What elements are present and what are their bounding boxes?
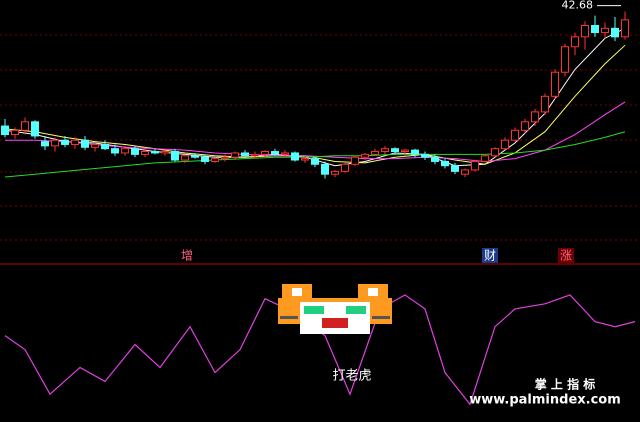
tiger-ear-inner	[292, 288, 302, 296]
watermark-title: 掌 上 指 标	[535, 377, 596, 392]
candle-body	[461, 169, 469, 175]
ma-line	[5, 101, 626, 162]
candle-body	[531, 111, 539, 123]
candle-body	[261, 151, 269, 155]
candle-body	[131, 148, 139, 155]
candle-body	[291, 152, 299, 161]
candle-body	[21, 121, 29, 131]
candle-body	[141, 151, 149, 155]
candle-body	[591, 24, 599, 34]
candle-body	[611, 27, 619, 38]
candle-body	[241, 152, 249, 157]
candle-body	[571, 36, 579, 48]
candle-body	[421, 153, 429, 158]
candle-body	[191, 155, 199, 158]
tiger-stripe	[280, 316, 298, 319]
candle-body	[121, 148, 129, 154]
ma-line	[4, 131, 626, 178]
candle-body	[11, 129, 19, 136]
tiger-icon	[278, 284, 392, 334]
candle-body	[551, 71, 559, 97]
candle-body	[541, 95, 549, 113]
candle-body	[441, 160, 449, 167]
candle-body	[501, 139, 509, 150]
candle-body	[111, 148, 119, 154]
ma-line	[4, 44, 626, 165]
candle-body	[521, 121, 529, 131]
candle-body	[341, 163, 349, 172]
candle-body	[431, 156, 439, 162]
candle-body	[401, 149, 409, 153]
candle-body	[31, 121, 39, 137]
candle-body	[91, 143, 99, 148]
candle-body	[481, 155, 489, 162]
annotation: 增	[181, 249, 193, 263]
candle-body	[71, 139, 79, 145]
watermark-url: www.palmindex.com	[469, 393, 621, 408]
candle-body	[511, 129, 519, 141]
candle-body	[1, 125, 9, 136]
grid	[0, 34, 640, 241]
candle-body	[361, 153, 369, 158]
candle-body	[61, 139, 69, 145]
candle-body	[181, 155, 189, 161]
tiger-mouth	[322, 318, 348, 328]
candle-body	[311, 158, 319, 165]
annotation: 财	[484, 249, 496, 263]
candle-body	[51, 139, 59, 147]
tiger-eye	[346, 306, 366, 314]
candle-body	[321, 163, 329, 175]
annotation-bg	[558, 248, 574, 263]
candle-body	[561, 46, 569, 73]
candle-body	[171, 151, 179, 161]
candle-body	[331, 170, 339, 175]
candle-body	[271, 151, 279, 155]
candle-body	[451, 165, 459, 172]
candle-body	[231, 152, 239, 158]
candle-body	[621, 19, 629, 38]
max-label: 42.68	[562, 0, 594, 12]
candle-body	[41, 141, 49, 147]
candle-body	[81, 139, 89, 148]
indicator-label: 打老虎	[332, 369, 371, 384]
candle-body	[101, 143, 109, 150]
candle-body	[381, 148, 389, 153]
annotation-bg	[482, 248, 498, 263]
candle-body	[391, 148, 399, 153]
candle-body	[251, 153, 259, 157]
candle-body	[161, 151, 169, 154]
candle-body	[351, 156, 359, 165]
candle-body	[151, 151, 159, 154]
candle-body	[581, 24, 589, 38]
candle-body	[221, 156, 229, 160]
tiger-stripe	[372, 316, 390, 319]
candle-body	[601, 27, 609, 34]
candle-body	[211, 158, 219, 162]
annotation: 涨	[560, 248, 572, 263]
indicator-line	[4, 294, 636, 406]
tiger-ear-inner	[368, 288, 378, 296]
ma-line	[4, 27, 626, 167]
candle-body	[281, 152, 289, 155]
candle-body	[411, 149, 419, 155]
candle-body	[471, 160, 479, 171]
candle-body	[201, 156, 209, 162]
tiger-eye	[304, 306, 324, 314]
candle-body	[371, 151, 379, 155]
candle-body	[491, 148, 499, 157]
candle-body	[301, 158, 309, 161]
